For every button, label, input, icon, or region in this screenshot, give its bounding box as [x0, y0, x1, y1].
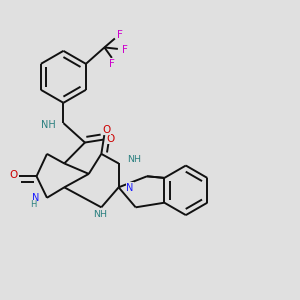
Text: O: O	[106, 134, 114, 144]
Text: NH: NH	[93, 210, 107, 219]
Text: N: N	[126, 183, 134, 193]
Text: F: F	[117, 30, 123, 40]
Text: N: N	[32, 194, 40, 203]
Text: H: H	[30, 200, 37, 209]
Text: NH: NH	[127, 155, 141, 164]
Text: NH: NH	[41, 120, 56, 130]
Text: F: F	[122, 45, 128, 56]
Text: O: O	[10, 170, 18, 180]
Text: O: O	[103, 125, 111, 135]
Text: F: F	[109, 59, 115, 69]
